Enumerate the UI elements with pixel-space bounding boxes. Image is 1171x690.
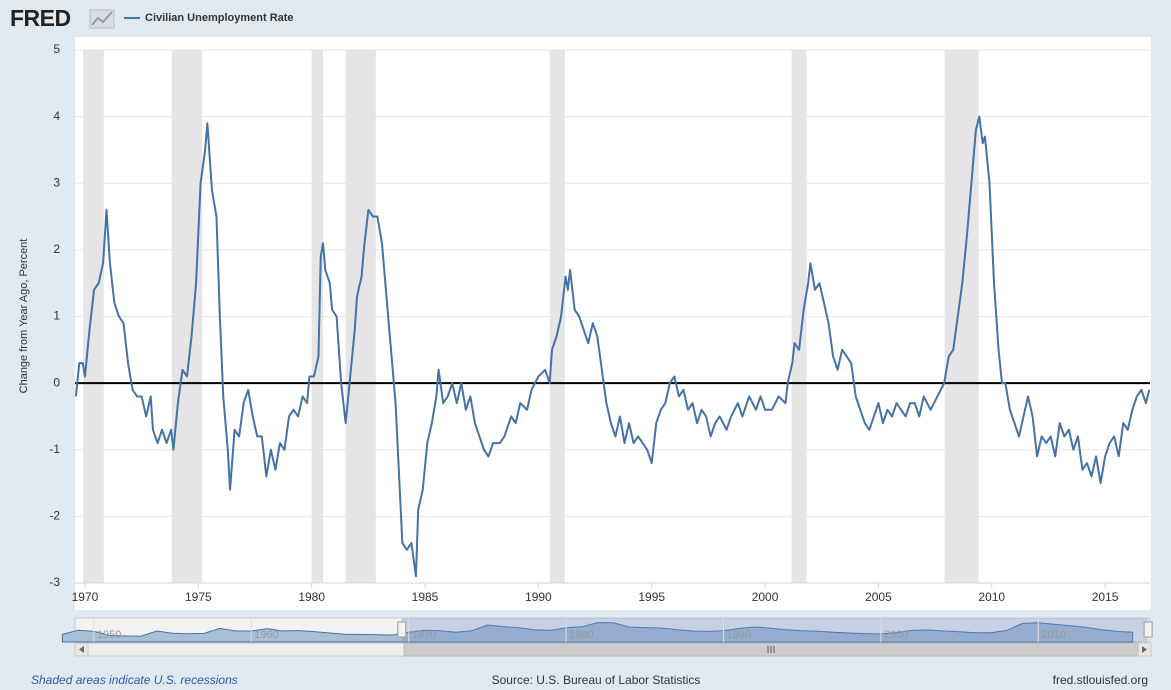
navigator-selection: [401, 618, 1149, 642]
logo: FRED: [10, 5, 71, 31]
y-tick-label: -3: [49, 575, 60, 589]
y-tick-label: -2: [49, 509, 60, 523]
y-tick-label: 4: [53, 109, 60, 123]
y-tick-label: 5: [53, 42, 60, 56]
y-axis-title: Change from Year Ago, Percent: [18, 239, 30, 394]
footer-note[interactable]: Shaded areas indicate U.S. recessions: [31, 673, 238, 687]
y-tick-label: 0: [53, 375, 60, 389]
logo-icon: [89, 9, 115, 29]
navigator-handle[interactable]: [1143, 621, 1153, 638]
navigator-tick-label: 1970: [412, 629, 436, 641]
x-tick-label: 1995: [638, 590, 665, 604]
x-tick-label: 2000: [752, 590, 779, 604]
navigator-tick-label: 2010: [1041, 629, 1065, 641]
y-tick-label: -1: [49, 442, 60, 456]
x-tick-label: 2015: [1092, 590, 1119, 604]
x-tick-label: 1980: [298, 590, 325, 604]
y-tick-label: 2: [53, 242, 60, 256]
x-tick-label: 2005: [865, 590, 892, 604]
scrollbar[interactable]: [74, 642, 1152, 657]
x-tick-label: 1970: [72, 590, 99, 604]
y-tick-label: 3: [53, 175, 60, 189]
navigator-tick-label: 1990: [726, 629, 750, 641]
navigator-tick-label: 1960: [254, 629, 278, 641]
legend-label: Civilian Unemployment Rate: [145, 12, 294, 24]
navigator-tick-label: 2000: [884, 629, 908, 641]
x-tick-label: 1985: [412, 590, 439, 604]
plot-background: [75, 37, 1151, 610]
x-tick-label: 1975: [185, 590, 212, 604]
y-tick-label: 1: [53, 309, 60, 323]
navigator-area: [61, 622, 1134, 643]
data-line: [74, 115, 1151, 578]
navigator-tick-label: 1980: [569, 629, 593, 641]
x-tick-label: 2010: [978, 590, 1005, 604]
navigator-handle[interactable]: [397, 621, 407, 638]
x-tick-label: 1990: [525, 590, 552, 604]
footer-source: Source: U.S. Bureau of Labor Statistics: [492, 673, 701, 687]
navigator-tick-label: 1950: [97, 629, 121, 641]
footer-site[interactable]: fred.stlouisfed.org: [1053, 673, 1148, 687]
